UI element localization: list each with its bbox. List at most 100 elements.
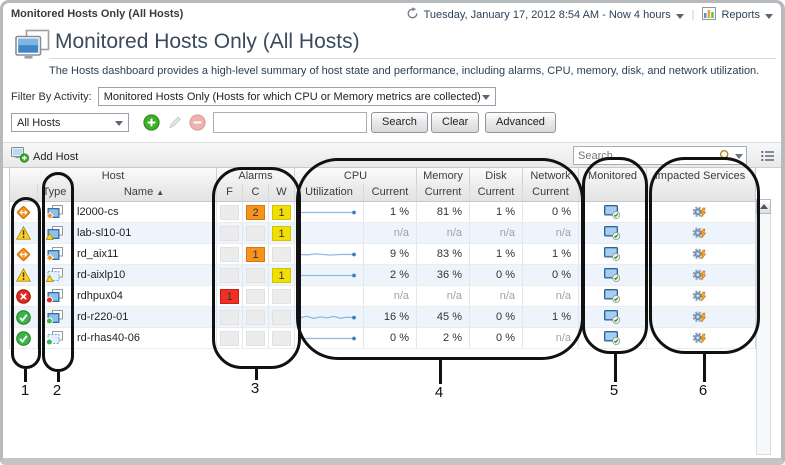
alarm-count-warning[interactable]: 1 xyxy=(269,223,295,243)
alarm-count-critical[interactable]: 2 xyxy=(243,202,269,222)
remove-scope-button[interactable] xyxy=(189,114,206,136)
host-dashed-icon xyxy=(38,328,72,348)
alarm-badge-warning[interactable]: 1 xyxy=(272,267,291,283)
scrollbar-track[interactable] xyxy=(756,214,771,455)
warning-status-icon[interactable] xyxy=(10,265,38,285)
timerange-label[interactable]: Tuesday, January 17, 2012 8:54 AM - Now … xyxy=(423,9,671,21)
alarm-badge-fatal xyxy=(220,246,239,262)
alarm-badge-critical[interactable]: 1 xyxy=(246,246,265,262)
disk-current-value: 0 % xyxy=(470,265,523,285)
monitored-host-icon[interactable] xyxy=(604,268,621,282)
host-name: rdhpux04 xyxy=(72,286,217,306)
alarm-badge-fatal xyxy=(220,204,239,220)
column-header-fatal[interactable]: F xyxy=(217,184,243,201)
monitored-cell xyxy=(579,202,647,222)
column-header-cpu-current[interactable]: Current xyxy=(364,184,417,201)
impacted-services-icon[interactable] xyxy=(692,226,708,240)
alarm-count-critical[interactable]: 1 xyxy=(243,244,269,264)
reports-menu[interactable]: Reports xyxy=(721,9,760,21)
clear-button[interactable]: Clear xyxy=(431,112,480,133)
critical-status-icon[interactable] xyxy=(10,244,38,264)
table-customizer-icon[interactable] xyxy=(761,149,776,167)
table-row[interactable]: rd-rhas40-06 0 % 2 % 0 % n/a xyxy=(10,328,755,349)
alarm-count-fatal[interactable]: 1 xyxy=(217,286,243,306)
reports-caret-icon[interactable] xyxy=(765,13,773,19)
monitored-host-icon[interactable] xyxy=(604,331,621,345)
impacted-services-icon[interactable] xyxy=(692,331,708,345)
grid-search-input[interactable] xyxy=(574,149,719,162)
column-header-type[interactable]: Type xyxy=(38,184,72,201)
activity-filter-select[interactable]: Monitored Hosts Only (Hosts for which CP… xyxy=(97,87,496,106)
table-row[interactable]: rdhpux04 1 n/a n/a n/a n/a xyxy=(10,286,755,307)
column-header-impacted-services[interactable]: Impacted Services xyxy=(654,170,746,182)
impacted-services-icon[interactable] xyxy=(692,268,708,282)
table-row[interactable]: rd_aix11 1 9 % 83 % 1 % 1 % xyxy=(10,244,755,265)
grid-search-caret-icon[interactable] xyxy=(735,154,743,159)
impacted-services-icon[interactable] xyxy=(692,205,708,219)
alarm-count-critical xyxy=(243,307,269,327)
disk-current-value: 0 % xyxy=(470,307,523,327)
column-header-critical[interactable]: C xyxy=(243,184,269,201)
monitored-cell xyxy=(579,307,647,327)
impacted-services-cell xyxy=(647,202,753,222)
critical-status-icon[interactable] xyxy=(10,202,38,222)
column-header-name[interactable]: Name ▲ xyxy=(72,184,217,201)
advanced-button[interactable]: Advanced xyxy=(485,112,556,133)
search-term-input[interactable] xyxy=(213,112,367,133)
edit-scope-button[interactable] xyxy=(167,114,183,135)
network-current-value: 0 % xyxy=(523,202,579,222)
impacted-services-cell xyxy=(647,286,753,306)
impacted-services-icon[interactable] xyxy=(692,247,708,261)
normal-status-icon[interactable] xyxy=(10,328,38,348)
hosts-table: Host Alarms CPU Memory Disk Network Moni… xyxy=(9,167,756,349)
alarm-badge-fatal[interactable]: 1 xyxy=(220,288,239,304)
add-scope-button[interactable] xyxy=(143,114,160,136)
callout-line xyxy=(57,372,60,382)
alarm-count-warning[interactable]: 1 xyxy=(269,202,295,222)
monitored-host-icon[interactable] xyxy=(604,247,621,261)
host-name: rd_aix11 xyxy=(72,244,217,264)
monitored-host-icon[interactable] xyxy=(604,310,621,324)
monitored-host-icon[interactable] xyxy=(604,226,621,240)
timerange-caret-icon[interactable] xyxy=(675,13,684,19)
memory-current-value: 45 % xyxy=(417,307,470,327)
table-row[interactable]: lab-sl10-01 1 n/a n/a n/a n/a xyxy=(10,223,755,244)
normal-status-icon[interactable] xyxy=(10,307,38,327)
table-row[interactable]: l2000-cs 2 1 1 % 81 % 1 % 0 % xyxy=(10,202,755,223)
impacted-services-icon[interactable] xyxy=(692,310,708,324)
alarm-badge-warning[interactable]: 1 xyxy=(272,225,291,241)
disk-current-value: n/a xyxy=(470,223,523,243)
cpu-current-value: 0 % xyxy=(364,328,417,348)
monitored-host-icon[interactable] xyxy=(604,289,621,303)
grid-body: l2000-cs 2 1 1 % 81 % 1 % 0 % lab-sl10-01 1 n/a n/… xyxy=(9,202,756,349)
column-header-disk-current[interactable]: Current xyxy=(470,184,523,201)
column-header-monitored[interactable]: Monitored xyxy=(579,168,647,201)
column-header-network-current[interactable]: Current xyxy=(523,184,579,201)
alarm-count-warning xyxy=(269,307,295,327)
fatal-status-icon[interactable] xyxy=(10,286,38,306)
disk-current-value: n/a xyxy=(470,286,523,306)
alarm-badge-critical[interactable]: 2 xyxy=(246,204,265,220)
alarm-badge-warning xyxy=(272,309,291,325)
table-scrollbar[interactable] xyxy=(756,199,771,455)
utilization-sparkline xyxy=(299,315,356,319)
column-header-memory-current[interactable]: Current xyxy=(417,184,470,201)
alarm-count-warning[interactable]: 1 xyxy=(269,265,295,285)
table-row[interactable]: rd-r220-01 16 % 45 % 0 % 1 % xyxy=(10,307,755,328)
scrollbar-up-button[interactable] xyxy=(756,199,771,214)
host-name: l2000-cs xyxy=(72,202,217,222)
add-host-button[interactable]: Add Host xyxy=(11,147,78,166)
monitored-host-icon[interactable] xyxy=(604,205,621,219)
warning-status-icon[interactable] xyxy=(10,223,38,243)
breadcrumb[interactable]: Monitored Hosts Only (All Hosts) xyxy=(11,8,184,20)
impacted-services-icon[interactable] xyxy=(692,289,708,303)
table-row[interactable]: rd-aixlp10 1 2 % 36 % 0 % 0 % xyxy=(10,265,755,286)
monitored-cell xyxy=(579,286,647,306)
alarm-badge-warning[interactable]: 1 xyxy=(272,204,291,220)
search-button[interactable]: Search xyxy=(371,112,428,133)
column-header-utilization[interactable]: Utilization xyxy=(295,184,364,201)
column-header-warning[interactable]: W xyxy=(269,184,295,201)
grid-search-icon[interactable] xyxy=(719,149,732,162)
grid-search-box[interactable] xyxy=(573,146,747,165)
scope-select[interactable]: All Hosts xyxy=(11,113,129,132)
